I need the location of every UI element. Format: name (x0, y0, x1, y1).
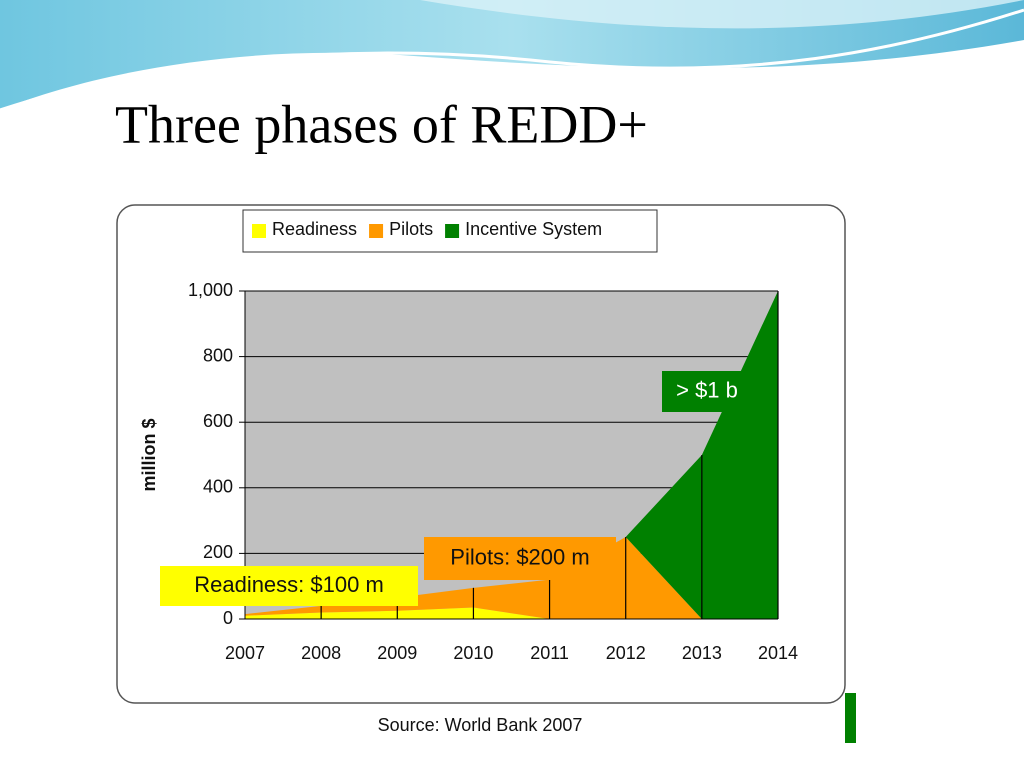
legend-swatch (445, 224, 460, 238)
legend-swatch (252, 224, 266, 238)
annotation: > $1 b (676, 377, 738, 402)
x-tick-label: 2009 (377, 643, 417, 663)
source-note: Source: World Bank 2007 (378, 715, 583, 735)
x-tick-label: 2012 (606, 643, 646, 663)
y-tick-label: 1,000 (188, 280, 233, 300)
annotation: Readiness: $100 m (194, 572, 384, 597)
y-tick-label: 400 (203, 477, 233, 497)
x-tick-label: 2013 (682, 643, 722, 663)
annotation-box (160, 566, 418, 606)
x-tick-label: 2014 (758, 643, 798, 663)
area (245, 291, 778, 619)
annotation-box (662, 371, 752, 412)
legend-label: Incentive System (465, 219, 602, 239)
x-tick-label: 2007 (225, 643, 265, 663)
y-tick-label: 800 (203, 345, 233, 365)
legend-label: Readiness (272, 219, 357, 239)
y-tick-label: 0 (223, 608, 233, 628)
annotation-box (424, 537, 616, 580)
y-tick-label: 200 (203, 542, 233, 562)
x-tick-label: 2010 (453, 643, 493, 663)
y-tick-label: 600 (203, 411, 233, 431)
annotation: Pilots: $200 m (450, 544, 589, 569)
wave-highlight (420, 0, 1024, 29)
legend-label: Pilots (389, 219, 433, 239)
decor-bar (845, 693, 856, 743)
slide-title: Three phases of REDD+ (115, 94, 648, 154)
y-axis-label: million $ (139, 418, 159, 491)
area (245, 607, 778, 619)
legend-swatch (369, 224, 384, 238)
wave-line (0, 8, 1024, 112)
x-tick-label: 2008 (301, 643, 341, 663)
x-tick-label: 2011 (530, 643, 569, 663)
